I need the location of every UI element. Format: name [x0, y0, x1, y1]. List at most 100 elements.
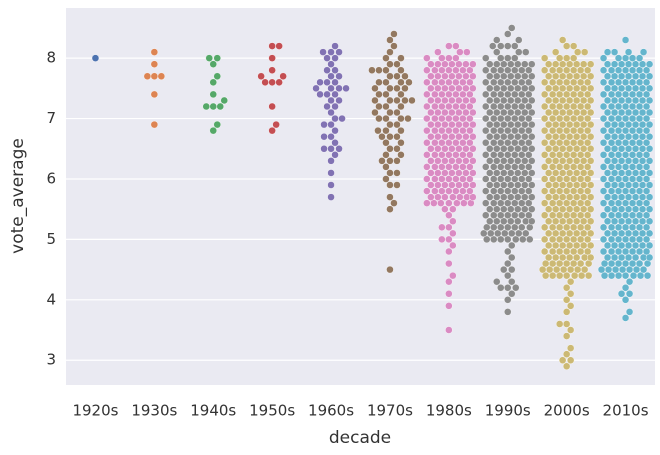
data-point [551, 145, 560, 153]
data-point [645, 157, 654, 165]
data-point [397, 114, 405, 123]
data-point [610, 145, 619, 153]
data-point [268, 102, 276, 111]
data-point [486, 96, 494, 105]
data-point [469, 120, 477, 129]
data-point [427, 193, 435, 201]
data-point [427, 72, 435, 80]
data-point [562, 320, 571, 328]
data-point [528, 193, 536, 201]
data-point [331, 114, 339, 123]
data-point [482, 163, 490, 171]
data-point [335, 48, 343, 56]
data-point [382, 54, 390, 62]
data-point [642, 78, 651, 87]
data-point [423, 187, 431, 195]
data-point [607, 163, 616, 171]
data-point [540, 66, 549, 74]
data-point [213, 72, 221, 80]
data-point [490, 126, 498, 135]
data-point [551, 205, 560, 213]
data-point [583, 223, 592, 232]
data-point [586, 96, 595, 105]
data-point [541, 259, 550, 268]
data-point [583, 90, 592, 99]
data-point [603, 96, 612, 105]
data-point [548, 187, 557, 195]
data-point [327, 157, 335, 165]
data-point [386, 265, 394, 274]
data-point [525, 199, 533, 207]
data-point [449, 241, 457, 250]
data-point [586, 193, 595, 201]
data-point [504, 259, 512, 268]
data-point [566, 356, 575, 364]
data-point [390, 199, 398, 207]
data-point [445, 290, 453, 298]
data-point [642, 199, 651, 207]
data-point [331, 139, 339, 147]
data-point [397, 90, 405, 99]
data-point [382, 102, 390, 111]
data-point [599, 139, 608, 147]
data-point [603, 217, 612, 225]
data-point [586, 253, 595, 262]
data-point [213, 54, 221, 62]
data-point [631, 253, 640, 262]
data-point [583, 102, 592, 111]
data-point [449, 205, 457, 213]
data-point [490, 78, 498, 87]
data-point [482, 78, 490, 87]
data-point [386, 72, 394, 80]
data-point [586, 132, 595, 141]
x-axis-label: decade [329, 428, 391, 448]
data-point [562, 362, 571, 370]
data-point [558, 36, 567, 44]
data-point [583, 175, 592, 183]
data-point [331, 42, 339, 50]
data-point [397, 126, 405, 135]
data-point [386, 132, 394, 141]
data-point [544, 145, 553, 153]
data-point [427, 108, 435, 117]
data-point [538, 265, 547, 274]
data-point [445, 302, 453, 310]
data-point [423, 151, 431, 159]
data-point [599, 175, 608, 183]
data-point [493, 157, 501, 165]
data-point [423, 78, 431, 87]
data-point [599, 187, 608, 195]
x-tick-label: 1960s [308, 402, 354, 420]
data-point [562, 54, 571, 62]
data-point [375, 78, 383, 87]
data-point [599, 90, 608, 99]
data-point [603, 157, 612, 165]
data-point [508, 265, 516, 274]
data-point [445, 211, 453, 219]
data-point [469, 108, 477, 117]
data-point [434, 48, 442, 56]
data-point [427, 60, 435, 68]
data-point [628, 54, 637, 62]
data-point [628, 247, 637, 256]
data-point [466, 175, 474, 183]
data-point [607, 211, 616, 219]
data-point [393, 120, 401, 129]
data-point [586, 60, 595, 68]
data-point [490, 114, 498, 123]
data-point [371, 108, 379, 117]
data-point [445, 247, 453, 256]
data-point [525, 78, 533, 87]
data-point [551, 229, 560, 238]
data-point [621, 284, 630, 292]
data-point [423, 139, 431, 147]
data-point [493, 96, 501, 105]
data-point [610, 84, 619, 93]
data-point [504, 247, 512, 256]
data-point [645, 241, 654, 250]
data-point [449, 217, 457, 225]
data-point [540, 126, 549, 135]
data-point [508, 24, 516, 32]
data-point [431, 151, 439, 159]
data-point [323, 66, 331, 74]
